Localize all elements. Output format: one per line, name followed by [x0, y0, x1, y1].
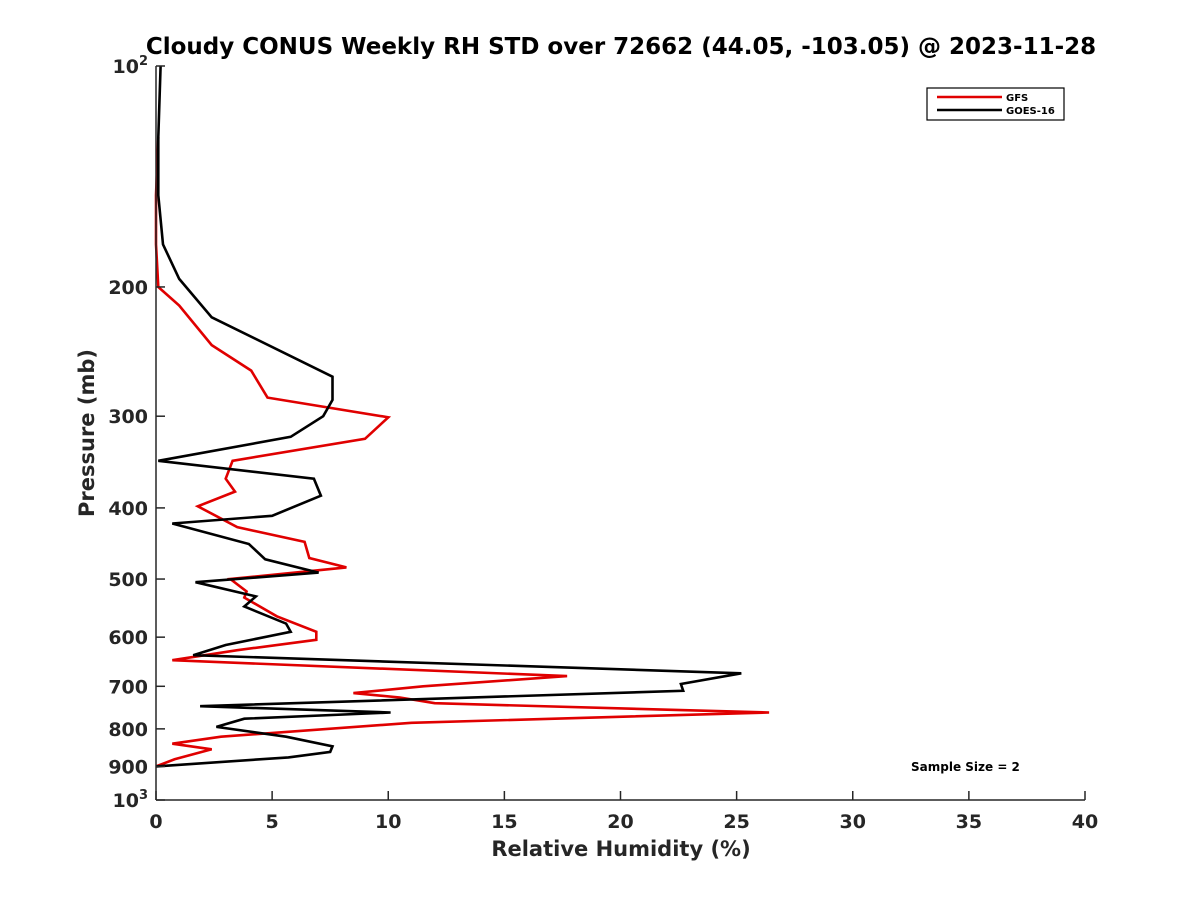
x-axis-label: Relative Humidity (%) [491, 837, 750, 861]
chart-title: Cloudy CONUS Weekly RH STD over 72662 (4… [146, 34, 1096, 60]
x-tick-label: 30 [840, 811, 866, 833]
x-tick-label: 5 [266, 811, 279, 833]
y-tick-label: 500 [108, 569, 148, 591]
x-tick-label: 35 [956, 811, 982, 833]
legend-gfs-label: GFS [1006, 93, 1028, 104]
y-tick-label: 900 [108, 756, 148, 778]
axes-layer: 0 5 10 15 20 25 30 35 40 102 200 300 400 500 600 700 800… [108, 54, 1098, 833]
y-tick-label: 800 [108, 719, 148, 741]
y-tick-label: 200 [108, 277, 148, 299]
x-tick-label: 0 [149, 811, 162, 833]
x-tick-label: 25 [723, 811, 749, 833]
series-line-gfs [154, 137, 770, 768]
series-line-goes-16 [155, 65, 742, 768]
legend-box [926, 87, 1065, 121]
x-tick-label: 10 [375, 811, 401, 833]
series-layer [154, 65, 770, 768]
plot-area: 0 5 10 15 20 25 30 35 40 102 200 300 400 500 600 700 800… [108, 54, 1098, 833]
y-axis-label: Pressure (mb) [75, 349, 99, 517]
x-tick-label: 20 [607, 811, 633, 833]
legend: GFS GOES-16 [926, 87, 1065, 121]
y-tick-label: 600 [108, 627, 148, 649]
y-tick-label: 400 [108, 498, 148, 520]
x-tick-label: 15 [491, 811, 517, 833]
y-tick-label: 300 [108, 406, 148, 428]
y-tick-label: 700 [108, 676, 148, 698]
legend-goes16-label: GOES-16 [1006, 106, 1055, 117]
sample-size-annotation: Sample Size = 2 [911, 760, 1020, 774]
x-tick-label: 40 [1072, 811, 1098, 833]
y-tick-label: 102 [113, 54, 149, 78]
y-tick-label: 103 [113, 788, 149, 812]
